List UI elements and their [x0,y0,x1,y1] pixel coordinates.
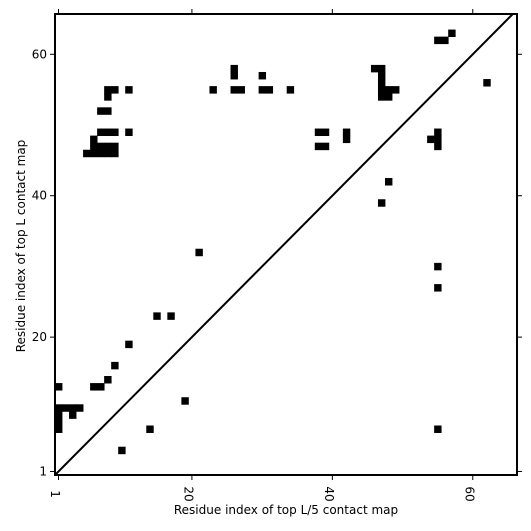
contact-point-lower-19 [195,248,203,257]
x-tick-label-2: 40 [322,486,336,501]
contact-point-upper-47 [434,128,442,137]
contact-point-lower-17 [167,312,175,320]
contact-point-upper-17 [111,86,119,94]
contact-point-upper-42 [385,86,393,94]
y-tick-label-0: 1 [39,464,47,478]
contact-point-lower-18 [181,397,189,405]
ticks-layer: 1 20 40 60 1 20 40 60 [32,9,522,502]
points-layer [55,29,491,455]
contact-point-upper-34 [342,128,351,137]
contact-point-upper-13 [104,86,112,94]
contact-point-upper-28 [286,86,295,94]
contact-point-upper-15 [111,142,119,151]
contact-point-lower-22 [434,262,442,271]
contact-point-upper-23 [230,64,238,73]
contact-point-upper-32 [321,128,330,137]
contact-point-upper-22 [230,71,238,80]
contact-point-upper-4 [97,149,105,158]
plot-frame [54,13,518,476]
contact-point-upper-31 [321,142,330,151]
contact-point-upper-37 [377,86,386,94]
contact-point-lower-3 [55,404,63,412]
contact-point-upper-45 [434,142,442,151]
contact-point-lower-12 [111,361,119,370]
contact-point-lower-1 [55,418,63,426]
contact-point-upper-2 [90,142,98,151]
y-tick-label-1: 20 [32,330,47,344]
contact-point-upper-19 [125,86,133,94]
contact-point-upper-29 [314,142,323,151]
contact-point-lower-2 [55,411,63,419]
contact-point-lower-13 [118,446,126,455]
contact-point-upper-25 [258,86,267,94]
contact-point-upper-51 [483,79,491,87]
contact-point-upper-11 [104,107,112,115]
contact-point-upper-43 [392,86,400,94]
contact-point-upper-6 [97,128,105,137]
contact-point-upper-38 [377,79,386,87]
contact-point-upper-20 [209,86,217,94]
contact-point-lower-20 [385,178,393,186]
contact-point-upper-16 [111,128,119,137]
x-tick-label-3: 60 [462,486,476,501]
contact-point-upper-41 [385,93,393,101]
contact-point-upper-21 [230,86,238,94]
contact-point-lower-8 [76,404,84,412]
contact-point-upper-44 [427,135,435,144]
contact-point-lower-24 [434,425,442,433]
contact-point-upper-30 [314,128,323,137]
contact-point-upper-35 [370,64,379,73]
contact-point-lower-15 [146,425,154,433]
contact-point-upper-49 [441,36,449,45]
contact-point-lower-7 [69,404,77,412]
contact-point-lower-5 [62,404,70,412]
contact-point-upper-14 [111,149,119,158]
contact-point-upper-10 [104,128,112,137]
contact-point-upper-18 [125,128,133,137]
contact-point-upper-33 [342,135,351,144]
contact-point-lower-21 [377,199,386,207]
contact-point-upper-3 [90,135,98,144]
contact-point-lower-11 [104,376,112,384]
contact-point-upper-12 [104,93,112,101]
contact-point-lower-0 [55,425,63,433]
x-tick-label-0: 1 [48,490,62,498]
contact-point-upper-24 [237,86,245,94]
contact-point-upper-50 [448,29,456,38]
contact-point-lower-4 [55,383,63,391]
y-axis-label: Residue index of top L contact map [14,140,28,353]
contact-point-upper-0 [83,149,91,158]
contact-point-upper-40 [377,64,386,73]
contact-point-lower-9 [90,383,98,391]
x-tick-label-1: 20 [181,486,195,501]
y-tick-label-3: 60 [32,47,47,61]
x-axis-label: Residue index of top L/5 contact map [174,503,398,517]
contact-point-lower-23 [434,284,442,292]
contact-point-upper-36 [377,93,386,101]
contact-point-upper-46 [434,135,442,144]
contact-point-upper-48 [434,36,442,45]
contact-point-lower-14 [125,340,133,349]
contact-point-upper-5 [97,142,105,151]
contact-point-upper-39 [377,71,386,80]
contact-point-upper-9 [104,142,112,151]
contact-point-upper-27 [265,86,274,94]
contact-point-lower-6 [69,411,77,419]
contact-point-upper-1 [90,149,98,158]
contact-point-upper-7 [97,107,105,115]
contact-point-upper-26 [258,71,267,80]
y-tick-label-2: 40 [32,189,47,203]
contact-point-upper-8 [104,149,112,158]
diagonal-line [54,13,514,476]
contact-point-lower-10 [97,383,105,391]
contact-point-lower-16 [153,312,161,320]
